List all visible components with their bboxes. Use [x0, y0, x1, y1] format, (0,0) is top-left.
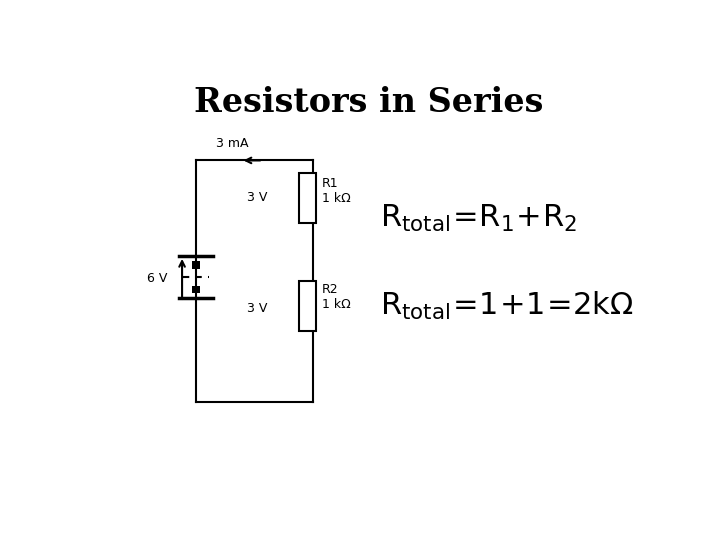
Text: Resistors in Series: Resistors in Series	[194, 86, 544, 119]
Text: 3 V: 3 V	[247, 301, 268, 314]
Bar	[192, 286, 200, 294]
Text: $\mathrm{R}_{\mathrm{total}}\!=\!\mathrm{R}_1\!+\!\mathrm{R}_2$: $\mathrm{R}_{\mathrm{total}}\!=\!\mathrm…	[380, 203, 577, 234]
Text: R1: R1	[322, 177, 338, 190]
Text: 1 kΩ: 1 kΩ	[322, 298, 351, 310]
Bar	[300, 281, 316, 331]
Bar	[192, 261, 200, 268]
Text: R2: R2	[322, 283, 338, 296]
Text: 3 mA: 3 mA	[216, 137, 248, 150]
Text: 1 kΩ: 1 kΩ	[322, 192, 351, 205]
Text: $\mathrm{R}_{\mathrm{total}}\!=\!1\!+\!1\!=\!2\mathrm{k}\Omega$: $\mathrm{R}_{\mathrm{total}}\!=\!1\!+\!1…	[380, 290, 634, 322]
Text: 3 V: 3 V	[247, 191, 268, 204]
Bar	[300, 173, 316, 223]
Text: 6 V: 6 V	[147, 273, 167, 286]
